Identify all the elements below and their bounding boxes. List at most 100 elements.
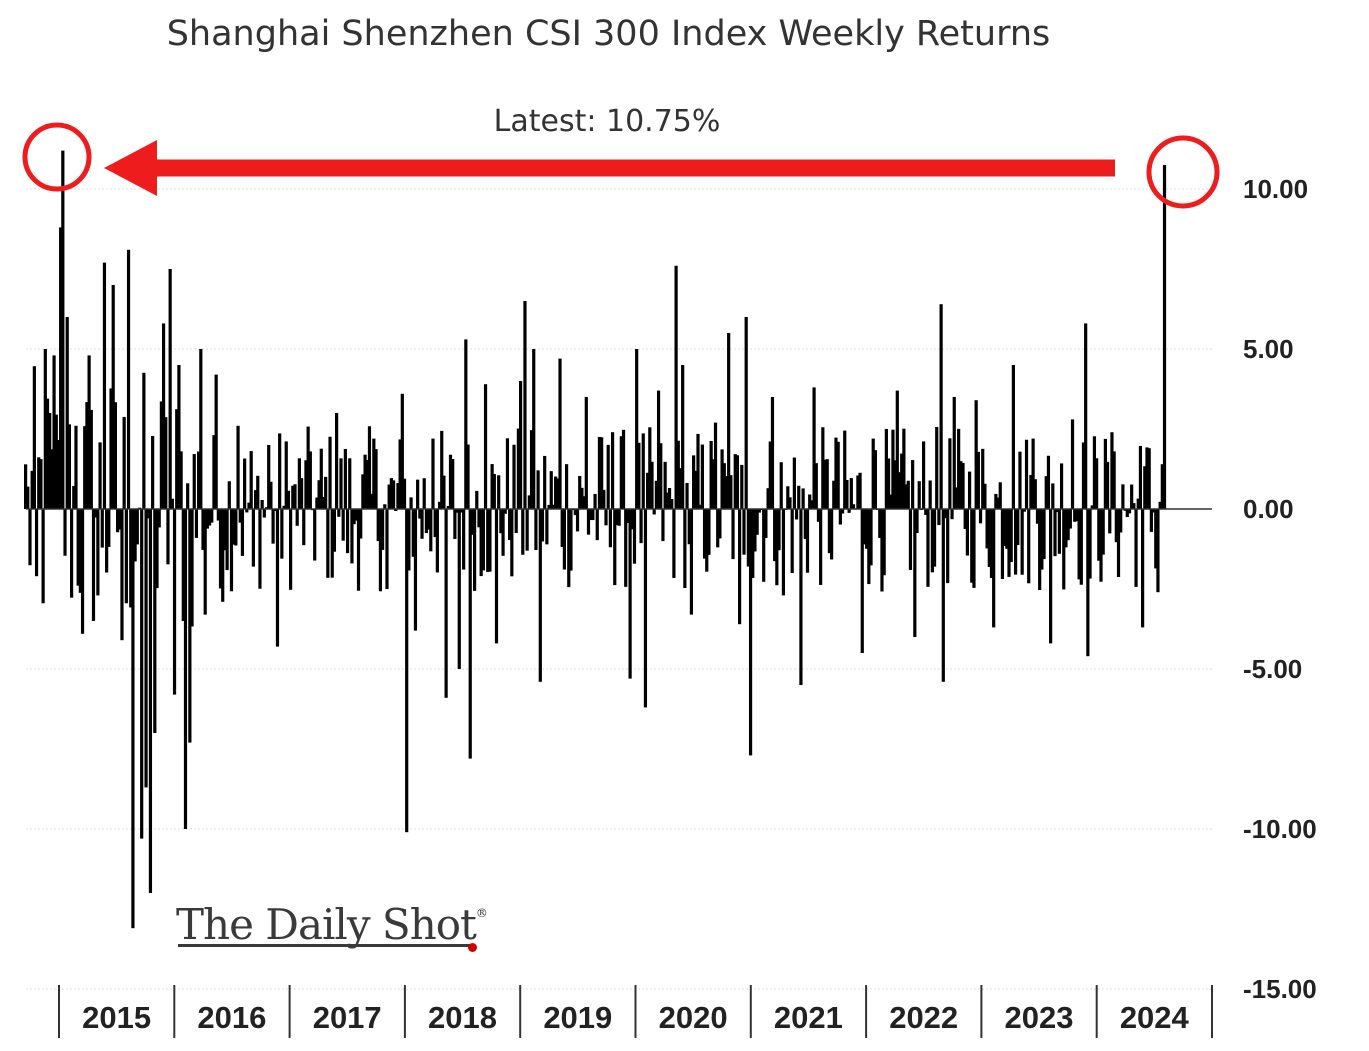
weekly-return-bar — [247, 502, 251, 509]
weekly-return-bar — [773, 509, 777, 562]
weekly-return-bar — [578, 475, 582, 509]
weekly-return-bar — [28, 509, 32, 566]
weekly-return-bar — [190, 509, 194, 627]
weekly-return-bar — [440, 430, 444, 509]
weekly-return-bar — [335, 413, 339, 509]
weekly-return-bar — [394, 509, 398, 511]
weekly-return-bar — [477, 509, 481, 528]
weekly-return-bar — [908, 509, 913, 570]
weekly-return-bar — [470, 509, 475, 535]
weekly-return-bar — [989, 509, 994, 579]
weekly-return-bar — [262, 509, 266, 518]
weekly-return-bar — [1127, 509, 1132, 514]
weekly-return-bar — [1162, 165, 1167, 509]
weekly-return-bar — [965, 509, 969, 556]
weekly-return-bar — [155, 509, 159, 589]
weekly-return-bar — [816, 509, 821, 522]
weekly-return-bar — [893, 460, 897, 509]
weekly-return-bar — [617, 509, 621, 526]
weekly-return-bar — [78, 509, 82, 593]
x-tick-label: 2020 — [659, 1000, 728, 1035]
weekly-return-bar — [650, 461, 654, 509]
weekly-return-bar — [1003, 509, 1007, 547]
weekly-return-bar — [632, 509, 637, 564]
weekly-return-bar — [1040, 509, 1044, 570]
weekly-return-bar — [630, 509, 634, 530]
weekly-return-bar — [615, 509, 619, 526]
weekly-return-bar — [479, 509, 483, 577]
weekly-return-bar — [462, 509, 466, 570]
weekly-return-bar — [994, 493, 998, 509]
weekly-return-bar — [503, 509, 507, 514]
weekly-return-bar — [775, 509, 779, 586]
weekly-return-bar — [34, 509, 39, 577]
weekly-return-bar — [405, 509, 409, 833]
weekly-return-bar — [626, 509, 630, 524]
weekly-return-bar — [635, 349, 639, 509]
weekly-return-bar — [1143, 466, 1147, 509]
weekly-return-bar — [652, 509, 656, 515]
weekly-return-bar — [131, 509, 135, 929]
weekly-return-bar — [459, 509, 464, 513]
latest-annotation: Latest: 10.75% — [493, 104, 721, 139]
weekly-return-bar — [744, 317, 748, 509]
weekly-return-bar — [227, 481, 231, 509]
weekly-return-bar — [48, 413, 52, 509]
weekly-return-bar — [534, 509, 538, 551]
weekly-return-bar — [972, 509, 976, 588]
weekly-return-bar — [245, 509, 249, 513]
weekly-return-bar — [54, 414, 58, 509]
weekly-return-bar — [345, 509, 350, 554]
weekly-return-bar — [575, 509, 580, 532]
weekly-return-bar — [610, 432, 615, 509]
weekly-return-bar — [808, 494, 812, 509]
weekly-return-bar — [402, 478, 407, 509]
weekly-return-bar — [100, 509, 104, 548]
weekly-return-bar — [1000, 509, 1005, 580]
weekly-return-bar — [1145, 447, 1149, 509]
weekly-return-bar — [832, 480, 836, 509]
weekly-return-bar — [981, 448, 985, 509]
weekly-return-bar — [667, 488, 672, 509]
y-tick-label: -10.00 — [1243, 814, 1317, 844]
weekly-return-bar — [812, 387, 816, 509]
weekly-return-bar — [356, 509, 361, 591]
weekly-return-bar — [670, 499, 674, 509]
weekly-return-bar — [970, 509, 974, 583]
weekly-return-bar — [229, 509, 234, 592]
weekly-return-bar — [748, 509, 753, 756]
weekly-return-bar — [72, 485, 76, 509]
weekly-return-bar — [422, 478, 426, 509]
weekly-return-bar — [1051, 483, 1055, 509]
weekly-return-bar — [411, 509, 415, 557]
weekly-return-bar — [961, 462, 965, 509]
weekly-return-bar — [889, 494, 893, 509]
weekly-return-bar — [711, 459, 715, 509]
weekly-return-bar — [400, 393, 404, 509]
weekly-return-bar — [267, 445, 271, 509]
weekly-return-bar — [613, 509, 617, 586]
weekly-return-bar — [109, 388, 113, 509]
weekly-return-bar — [205, 509, 209, 529]
weekly-return-bar — [181, 509, 185, 622]
weekly-return-bar — [148, 509, 153, 893]
weekly-return-bar — [505, 438, 510, 509]
weekly-return-bar — [179, 451, 183, 509]
weekly-return-bar — [486, 509, 490, 572]
weekly-return-bar — [643, 509, 648, 708]
weekly-return-bar — [882, 509, 886, 576]
weekly-return-bar — [952, 397, 956, 509]
weekly-return-bar — [687, 509, 691, 545]
weekly-return-bar — [724, 476, 729, 509]
weekly-return-bar — [1059, 463, 1064, 509]
weekly-return-bar — [1068, 509, 1072, 529]
weekly-return-bar — [286, 490, 291, 509]
weekly-return-bar — [472, 509, 477, 591]
weekly-return-bar — [891, 429, 895, 509]
weekly-return-bar — [584, 397, 588, 509]
weekly-return-bar — [223, 509, 227, 551]
weekly-return-bar — [819, 509, 823, 585]
weekly-return-bar — [326, 509, 330, 578]
weekly-return-bar — [878, 509, 882, 538]
weekly-return-bar — [197, 451, 201, 509]
